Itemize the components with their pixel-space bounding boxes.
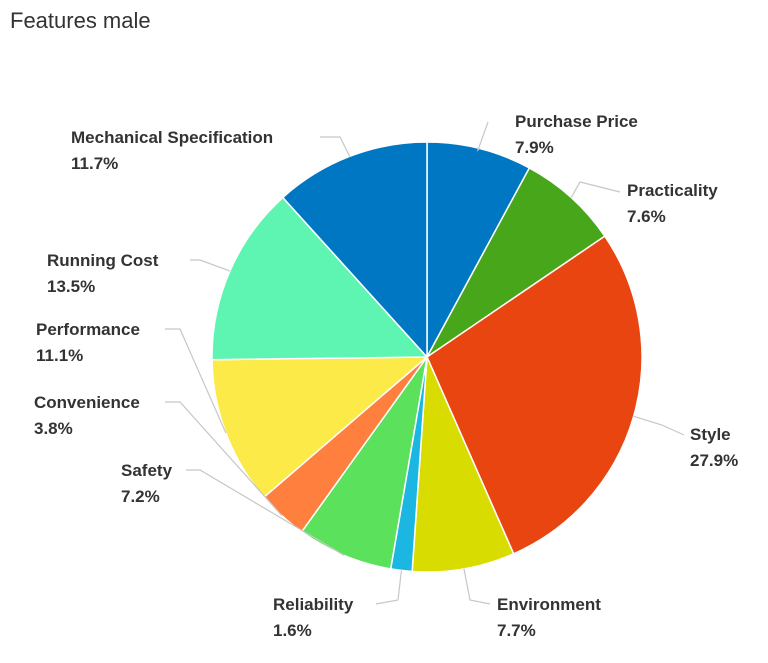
slice-labels: Purchase Price 7.9% Practicality 7.6% Style 2… bbox=[34, 112, 738, 640]
slice-label-value: 7.6% bbox=[627, 207, 666, 226]
chart-title: Features male bbox=[10, 8, 151, 33]
slice-label-name: Running Cost bbox=[47, 251, 159, 270]
leader-lines bbox=[165, 121, 685, 605]
slice-label-name: Mechanical Specification bbox=[71, 128, 273, 147]
slice-label-value: 3.8% bbox=[34, 419, 73, 438]
pie-slice-environment bbox=[411, 356, 515, 573]
leader-line bbox=[190, 259, 231, 272]
pie-slice-style bbox=[426, 235, 643, 555]
slice-label-value: 7.7% bbox=[497, 621, 536, 640]
slice-label-name: Reliability bbox=[273, 595, 354, 614]
slice-label-name: Style bbox=[690, 425, 731, 444]
slice-label-value: 13.5% bbox=[47, 277, 95, 296]
leader-line bbox=[186, 469, 345, 556]
leader-line bbox=[476, 121, 489, 152]
leader-line bbox=[463, 568, 491, 605]
leader-line bbox=[165, 328, 227, 434]
slice-label-value: 27.9% bbox=[690, 451, 738, 470]
slice-label-value: 11.1% bbox=[36, 346, 83, 365]
slice-label-name: Performance bbox=[36, 320, 140, 339]
slice-label-name: Environment bbox=[497, 595, 601, 614]
leader-line bbox=[375, 570, 402, 605]
leader-line bbox=[633, 415, 685, 436]
pie-slice-running-cost bbox=[211, 196, 429, 361]
slice-label-value: 7.2% bbox=[121, 487, 160, 506]
slice-label-name: Purchase Price bbox=[515, 112, 638, 131]
slice-label-value: 11.7% bbox=[71, 154, 118, 173]
pie-slices bbox=[211, 141, 643, 573]
leader-line bbox=[320, 136, 351, 157]
pie-slice-practicality bbox=[426, 166, 606, 358]
slice-label-name: Safety bbox=[121, 461, 173, 480]
pie-slice-mechanical-specification bbox=[281, 141, 428, 359]
leader-line bbox=[165, 401, 283, 516]
slice-label-value: 7.9% bbox=[515, 138, 554, 157]
leader-line bbox=[570, 181, 621, 198]
slice-label-name: Convenience bbox=[34, 393, 140, 412]
slice-label-name: Practicality bbox=[627, 181, 718, 200]
slice-label-value: 1.6% bbox=[273, 621, 312, 640]
